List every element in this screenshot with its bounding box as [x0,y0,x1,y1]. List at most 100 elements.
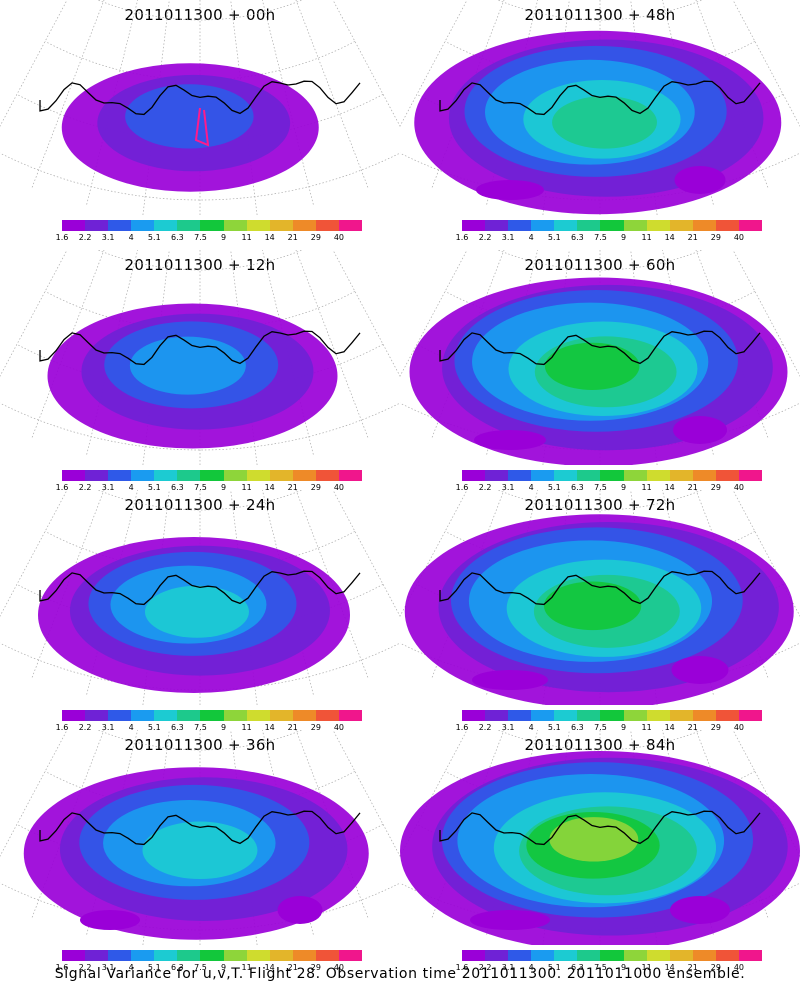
colorbar-swatch [738,220,763,231]
colorbar-swatch [508,220,532,231]
colorbar-swatch [692,710,716,721]
colorbar-legend: 1.6 2.2 3.1 4 5.1 6.3 7.5 9 11 14 21 29 40 [456,710,763,740]
colorbar-label: 1.6 [55,723,69,732]
colorbar-legend: 1.6 2.2 3.1 4 5.1 6.3 7.5 9 11 14 21 29 40 [56,710,363,740]
colorbar-swatch [338,470,363,481]
colorbar-swatch [108,950,132,961]
polar-map [400,0,800,215]
colorbar-label: 5.1 [147,483,161,492]
variance-contour [544,342,640,390]
colorbar-label: 2.2 [478,483,492,492]
colorbar-swatch [531,470,555,481]
colorbar-label: 2.2 [78,483,92,492]
colorbar-label: 1.6 [55,963,69,972]
colorbar-label: 14 [264,483,275,492]
colorbar-label: 21 [287,963,298,972]
polar-map [0,730,400,945]
colorbar-swatch [600,470,624,481]
meridian-line [31,0,105,189]
colorbar-label: 40 [333,483,345,492]
parallel-line [497,0,703,21]
colorbar-swatch [554,710,578,721]
colorbar-swatch [223,220,247,231]
colorbar-swatch [462,710,486,721]
colorbar-legend: 1.6 2.2 3.1 4 5.1 6.3 7.5 9 11 14 21 29 40 [456,220,763,250]
colorbar [62,950,363,961]
colorbar-label: 21 [287,483,298,492]
colorbar-label: 40 [733,233,745,242]
colorbar-swatch [715,710,739,721]
colorbar-label: 4 [128,963,134,972]
colorbar-swatch [338,220,363,231]
polar-map [400,250,800,465]
colorbar [462,710,763,721]
colorbar [62,220,363,231]
colorbar-swatch [338,710,363,721]
colorbar-label: 9 [220,483,227,492]
colorbar-swatch [738,710,763,721]
colorbar-label: 29 [710,963,721,972]
colorbar-swatch [200,220,224,231]
colorbar [462,950,763,961]
colorbar-label: 40 [333,723,345,732]
colorbar-swatch [85,220,109,231]
variance-contour [472,670,548,690]
colorbar-swatch [669,950,693,961]
parallel-line [97,490,303,511]
colorbar-legend: 1.6 2.2 3.1 4 5.1 6.3 7.5 9 11 14 21 29 40 [56,470,363,500]
colorbar-label: 11 [641,483,652,492]
meridian-line [261,0,315,207]
colorbar-swatch [62,950,86,961]
colorbar-label: 4 [528,963,534,972]
colorbar-swatch [108,470,132,481]
meridian-line [295,0,369,189]
colorbar-label: 3.1 [501,483,515,492]
colorbar-label: 2.2 [478,723,492,732]
colorbar-swatch [623,470,647,481]
variance-contour [80,910,140,930]
colorbar-swatch [531,950,555,961]
variance-contour [144,585,249,638]
variance-contour [129,336,246,395]
colorbar-label: 14 [664,233,675,242]
colorbar-label: 1.6 [455,233,469,242]
flight-track [194,107,210,147]
map-panel: 2011011300 + 00h 1.6 2.2 3.1 4 5.1 6.3 7.5 9 11 14… [0,0,400,250]
map-panel: 2011011300 + 12h 1.6 2.2 3.1 4 5.1 6.3 7.5 9 11 14… [0,250,400,500]
colorbar-swatch [669,470,693,481]
parallel-line [97,730,303,751]
figure-caption: Signal Variance for u,v,T. Flight 28. Ob… [54,966,746,982]
colorbar-label: 2.2 [78,963,92,972]
colorbar-label: 14 [664,483,675,492]
coastline [39,570,361,606]
meridian-line [732,0,800,127]
colorbar-legend: 1.6 2.2 3.1 4 5.1 6.3 7.5 9 11 14 21 29 40 [56,220,363,250]
colorbar-label: 4 [528,723,534,732]
coastline [439,570,761,606]
colorbar-label: 1.6 [455,483,469,492]
colorbar [462,470,763,481]
colorbar-label: 7.5 [594,233,607,242]
colorbar-label: 7.5 [594,723,607,732]
colorbar-swatch [600,950,624,961]
colorbar-swatch [246,710,270,721]
colorbar-swatch [62,470,86,481]
parallel-line [0,402,400,451]
colorbar-label: 29 [710,483,721,492]
colorbar-swatch [485,220,509,231]
colorbar-label: 7.5 [194,963,207,972]
colorbar-label: 9 [620,483,627,492]
colorbar-swatch [154,950,178,961]
colorbar-label: 3.1 [501,723,515,732]
variance-contour [470,910,550,930]
colorbar-swatch [292,470,316,481]
colorbar-label: 3.1 [101,233,115,242]
parallel-line [0,152,400,201]
colorbar-swatch [646,220,670,231]
colorbar-swatch [62,220,86,231]
colorbar-label: 5.1 [547,963,561,972]
colorbar-label: 7.5 [594,963,607,972]
colorbar-swatch [692,220,716,231]
colorbar-label: 3.1 [501,963,515,972]
parallel-line [497,250,703,271]
